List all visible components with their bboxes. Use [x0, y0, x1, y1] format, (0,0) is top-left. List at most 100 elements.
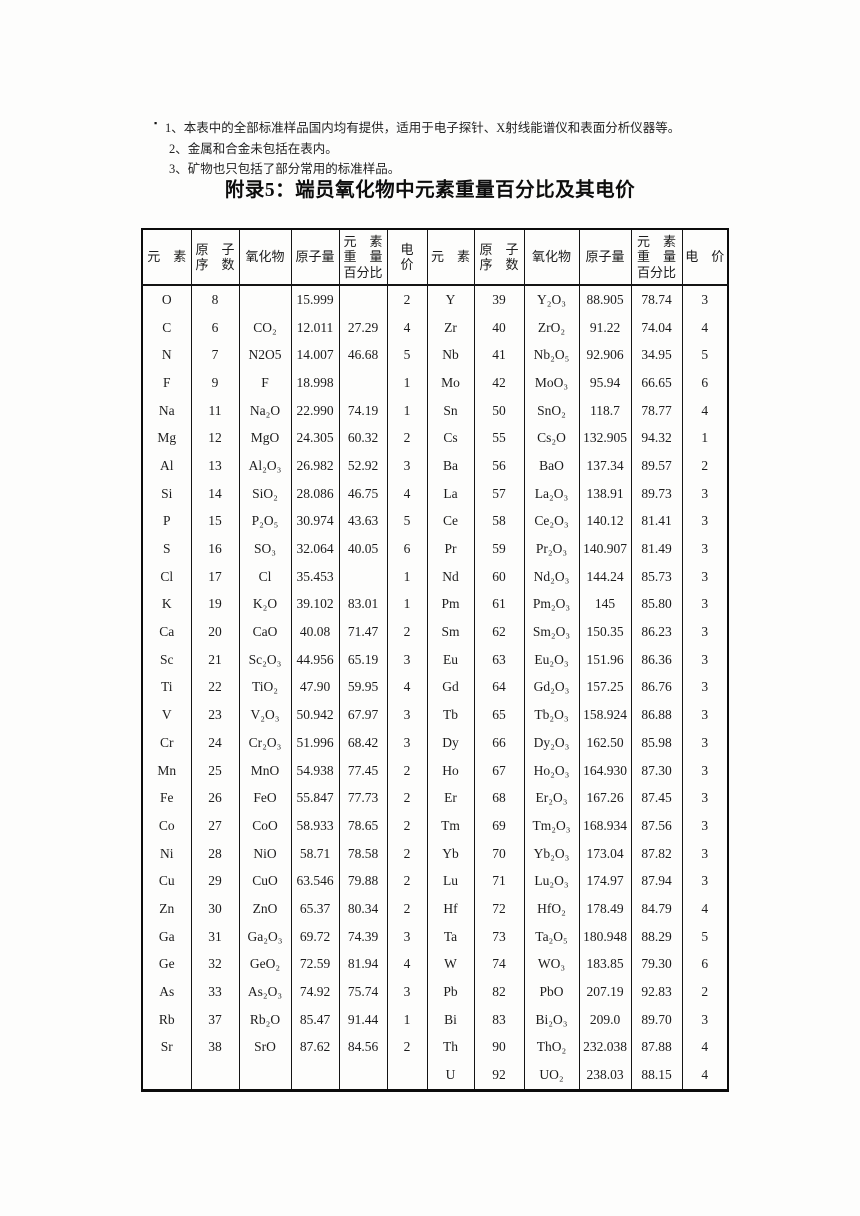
cell-atomic-mass-left: 24.305	[290, 424, 339, 453]
cell-atomic-mass-left: 58.933	[290, 812, 339, 840]
cell-atomic-mass-left: 85.47	[290, 1005, 339, 1034]
cell-valence-left: 2	[386, 618, 427, 646]
table-row: Ge 32 GeO₂ 72.59 81.94 4 W 74 WO₃ 183.85…	[142, 950, 728, 979]
cell-oxide-right: Yb₂O₃	[523, 839, 579, 868]
cell-element-left: Sr	[160, 1039, 173, 1055]
cell-element-left: Al	[160, 457, 174, 473]
cell-atomic-mass-left: 44.956	[290, 645, 339, 674]
cell-atomic-mass-right: 145	[578, 590, 631, 619]
cell-valence-right: 2	[681, 452, 728, 480]
note-text-1: 1、本表中的全部标准样品国内均有提供，适用于电子探针、X射线能谱仪和表面分析仪器…	[165, 121, 681, 135]
cell-oxide-left: SiO₂	[238, 479, 291, 508]
cell-atomic-mass-left: 30.974	[290, 507, 339, 536]
cell-oxide-left: Sc₂O₃	[238, 645, 291, 674]
cell-valence-right: 6	[681, 950, 728, 979]
cell-valence-right: 3	[681, 479, 728, 508]
cell-weight-percent-left: 67.97	[338, 701, 387, 729]
cell-valence-left: 1	[386, 396, 427, 425]
cell-atomic-number-right: 59	[473, 535, 524, 563]
cell-element-left: Rb	[158, 1011, 175, 1027]
header-element-right: 元 素	[426, 229, 474, 286]
cell-element-right: U	[426, 1061, 474, 1091]
cell-valence-left: 2	[386, 285, 427, 314]
cell-atomic-mass-right: 118.7	[578, 396, 631, 425]
cell-atomic-mass-right: 95.94	[578, 369, 631, 397]
cell-oxide-right: Pr₂O₃	[523, 535, 579, 563]
cell-atomic-number-left: 30	[190, 895, 239, 923]
cell-atomic-number-right: 65	[473, 701, 524, 729]
cell-atomic-number-left: 20	[190, 618, 239, 646]
cell-atomic-number-left: 8	[190, 285, 239, 314]
cell-atomic-number-left: 11	[190, 396, 239, 425]
cell-atomic-number-right: 72	[473, 895, 524, 923]
cell-oxide-left: SO₃	[238, 535, 291, 563]
cell-weight-percent-right: 89.57	[630, 452, 682, 480]
cell-atomic-number-left: 12	[190, 424, 239, 453]
header-valence-left: 电 价	[386, 229, 427, 286]
cell-weight-percent-left: 78.65	[338, 812, 387, 840]
cell-valence-right: 6	[681, 369, 728, 397]
cell-atomic-number-right: 70	[473, 839, 524, 868]
cell-weight-percent-left: 65.19	[338, 645, 387, 674]
cell-element-right: W	[426, 950, 474, 979]
cell-weight-percent-left: 79.88	[338, 867, 387, 896]
cell-atomic-number-right: 57	[473, 479, 524, 508]
cell-valence-right: 3	[681, 645, 728, 674]
cell-weight-percent-left: 68.42	[338, 729, 387, 757]
cell-oxide-right: Lu₂O₃	[523, 867, 579, 896]
cell-atomic-mass-right: 157.25	[578, 673, 631, 702]
cell-atomic-mass-right: 137.34	[578, 452, 631, 480]
cell-atomic-number-left: 14	[190, 479, 239, 508]
table-row: Cr 24 Cr₂O₃ 51.996 68.42 3 Dy 66 Dy₂O₃ 1…	[142, 729, 728, 757]
cell-atomic-mass-right: 138.91	[578, 479, 631, 508]
oxide-table: 元 素 原 子 序 数 氧化物 原子量 元 素 重 量 百分比 电 价 元 素 …	[141, 228, 729, 1092]
table-row: V 23 V₂O₃ 50.942 67.97 3 Tb 65 Tb₂O₃ 158…	[142, 701, 728, 729]
cell-element-left: Sc	[160, 651, 174, 667]
cell-valence-right: 3	[681, 839, 728, 868]
cell-element-right: Mo	[426, 369, 474, 397]
cell-weight-percent-right: 81.49	[630, 535, 682, 563]
cell-atomic-number-right: 60	[473, 562, 524, 591]
cell-element-left: Mg	[157, 430, 177, 446]
cell-valence-left: 5	[386, 341, 427, 370]
table-row: Si 14 SiO₂ 28.086 46.75 4 La 57 La₂O₃ 13…	[142, 479, 728, 508]
cell-element-right: Tm	[426, 812, 474, 840]
cell-atomic-number-right: 83	[473, 1005, 524, 1034]
cell-oxide-right: Tm₂O₃	[523, 812, 579, 840]
cell-atomic-number-right: 66	[473, 729, 524, 757]
cell-atomic-mass-left: 65.37	[290, 895, 339, 923]
cell-valence-right: 3	[681, 562, 728, 591]
cell-element-right: Pr	[426, 535, 474, 563]
cell-oxide-right: Ho₂O₃	[523, 756, 579, 785]
cell-valence-right: 3	[681, 729, 728, 757]
cell-atomic-mass-left: 51.996	[290, 729, 339, 757]
table-row: P 15 P₂O₅ 30.974 43.63 5 Ce 58 Ce₂O₃ 140…	[142, 507, 728, 536]
cell-weight-percent-right: 92.83	[630, 978, 682, 1006]
cell-atomic-mass-left: 26.982	[290, 452, 339, 480]
cell-valence-right: 3	[681, 590, 728, 619]
cell-valence-left: 5	[386, 507, 427, 536]
cell-oxide-right: ZrO₂	[523, 313, 579, 342]
cell-atomic-number-right: 64	[473, 673, 524, 702]
cell-element-right: Sn	[426, 396, 474, 425]
cell-atomic-mass-right: 173.04	[578, 839, 631, 868]
cell-element-right: Dy	[426, 729, 474, 757]
cell-element-right: Yb	[426, 839, 474, 868]
cell-weight-percent-left: 40.05	[338, 535, 387, 563]
cell-oxide-left	[238, 285, 291, 314]
cell-valence-left: 1	[386, 369, 427, 397]
cell-element-left: Fe	[160, 790, 174, 806]
cell-oxide-right: Sm₂O₃	[523, 618, 579, 646]
cell-atomic-number-left: 25	[190, 756, 239, 785]
table-row: Ti 22 TiO₂ 47.90 59.95 4 Gd 64 Gd₂O₃ 157…	[142, 673, 728, 702]
cell-atomic-number-right: 42	[473, 369, 524, 397]
cell-weight-percent-left	[338, 1061, 387, 1091]
cell-atomic-mass-left: 47.90	[290, 673, 339, 702]
cell-valence-right: 4	[681, 313, 728, 342]
cell-element-right: Lu	[426, 867, 474, 896]
table-row: Fe 26 FeO 55.847 77.73 2 Er 68 Er₂O₃ 167…	[142, 784, 728, 813]
cell-atomic-number-right: 40	[473, 313, 524, 342]
cell-weight-percent-left: 81.94	[338, 950, 387, 979]
table-row: Al 13 Al₂O₃ 26.982 52.92 3 Ba 56 BaO 137…	[142, 452, 728, 480]
cell-atomic-mass-right: 180.948	[578, 922, 631, 951]
